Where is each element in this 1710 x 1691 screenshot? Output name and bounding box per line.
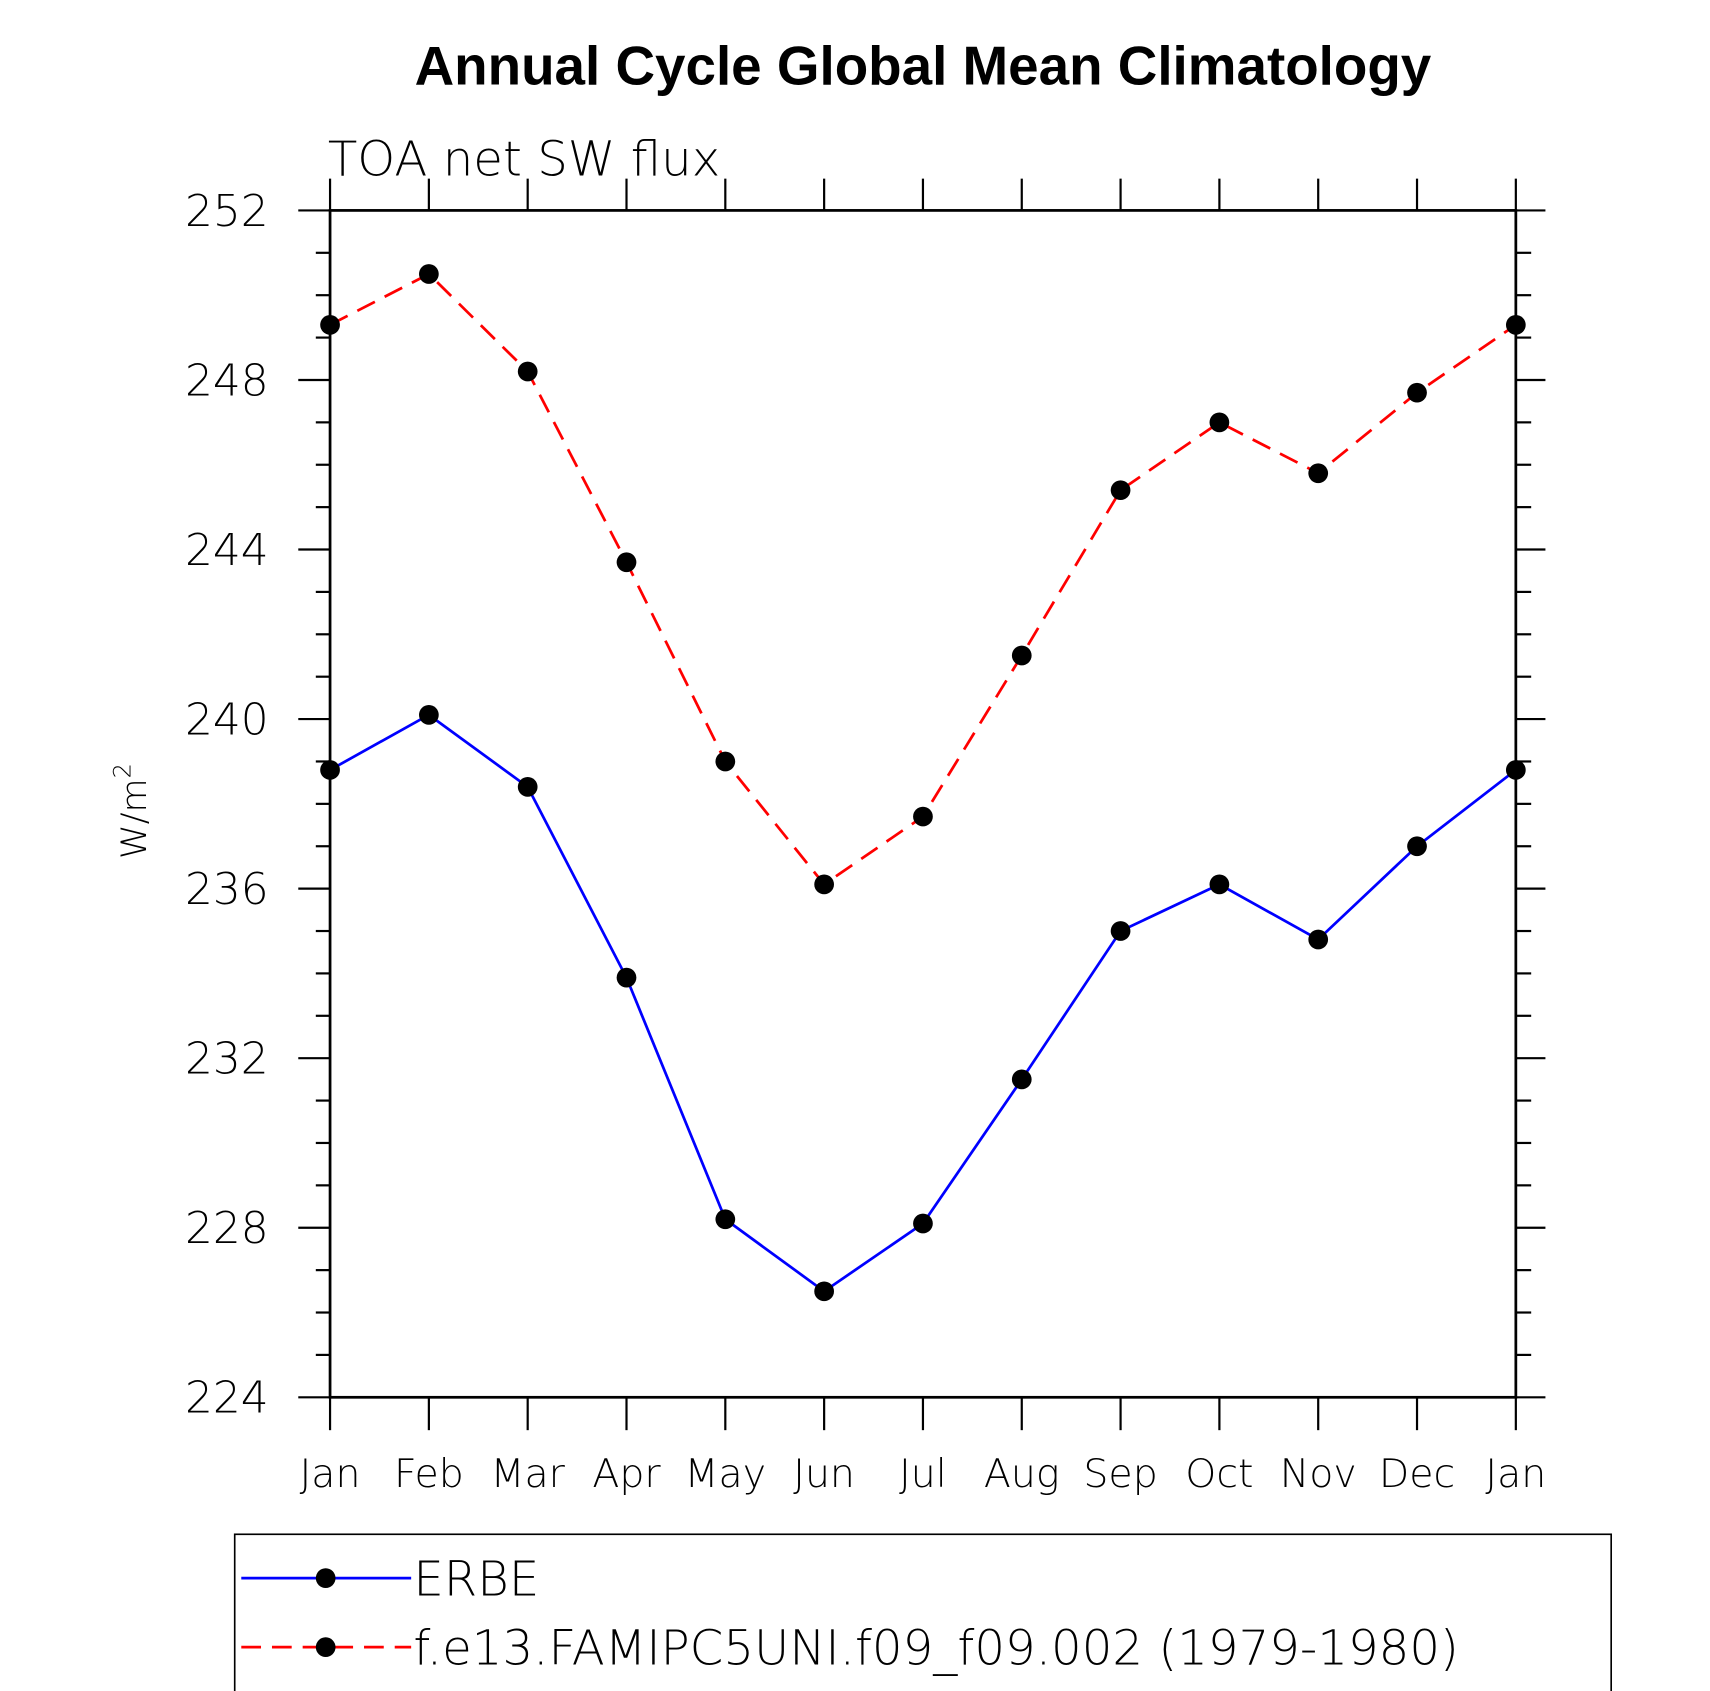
data-point <box>913 806 933 827</box>
y-tick-label: 244 <box>185 525 269 576</box>
data-point <box>419 264 439 284</box>
data-point <box>913 1213 933 1234</box>
legend: ERBE f.e13.FAMIPC5UNI.f09_f09.002 (1979-1… <box>233 1533 1613 1691</box>
data-point <box>1110 480 1131 501</box>
data-point <box>517 777 538 797</box>
y-tick-label: 252 <box>185 186 269 237</box>
x-tick-label: Nov <box>1280 1451 1357 1497</box>
x-tick-label: Oct <box>1185 1451 1253 1497</box>
x-tick-label: Aug <box>984 1451 1060 1497</box>
y-tick-label: 236 <box>185 864 269 915</box>
x-tick-label: Jan <box>300 1451 361 1497</box>
chart-subtitle: TOA net SW flux <box>328 131 720 187</box>
data-point <box>616 967 637 988</box>
y-axis-label-superscript: 2 <box>109 763 137 778</box>
x-tick-label: May <box>685 1451 767 1497</box>
series-line-1 <box>329 272 1517 887</box>
y-tick-label: 240 <box>185 694 269 745</box>
x-tick-label: Dec <box>1379 1451 1455 1497</box>
x-tick-label: Jul <box>899 1451 947 1497</box>
data-point <box>419 704 439 725</box>
y-tick-label: 232 <box>185 1034 269 1085</box>
data-point <box>616 552 637 573</box>
x-tick-label: Jun <box>793 1451 855 1497</box>
y-tick-label: 228 <box>185 1203 269 1254</box>
data-point <box>1407 382 1427 403</box>
data-point <box>1209 874 1230 895</box>
legend-box <box>233 1533 1613 1691</box>
y-tick-label: 224 <box>185 1373 269 1424</box>
legend-label: f.e13.FAMIPC5UNI.f09_f09.002 (1979-1980) <box>413 1621 1459 1677</box>
data-point <box>715 751 736 772</box>
data-point <box>1407 836 1427 857</box>
y-tick-label: 248 <box>185 355 269 406</box>
legend-label: ERBE <box>413 1552 539 1608</box>
data-point <box>320 315 340 335</box>
x-tick-label: Sep <box>1083 1451 1157 1497</box>
data-point <box>1011 1069 1032 1090</box>
data-point <box>1011 645 1032 666</box>
legend-marker <box>315 1568 336 1588</box>
y-axis-label: W/m2 <box>109 763 155 859</box>
data-point <box>1505 760 1526 780</box>
data-point <box>320 760 340 780</box>
data-point <box>1110 921 1131 941</box>
data-point <box>1505 315 1526 335</box>
data-point <box>517 361 538 382</box>
data-point <box>1308 463 1329 484</box>
series-line-0 <box>329 713 1517 1294</box>
data-point <box>1308 929 1329 950</box>
legend-marker <box>315 1637 336 1658</box>
chart-title: Annual Cycle Global Mean Climatology <box>415 34 1432 96</box>
data-point <box>814 1281 834 1302</box>
data-point <box>814 874 834 895</box>
data-point <box>715 1209 736 1230</box>
x-tick-label: Feb <box>394 1451 464 1497</box>
x-tick-label: Jan <box>1485 1451 1546 1497</box>
x-tick-label: Mar <box>490 1451 565 1497</box>
x-tick-label: Apr <box>592 1451 661 1497</box>
data-point <box>1209 412 1230 433</box>
